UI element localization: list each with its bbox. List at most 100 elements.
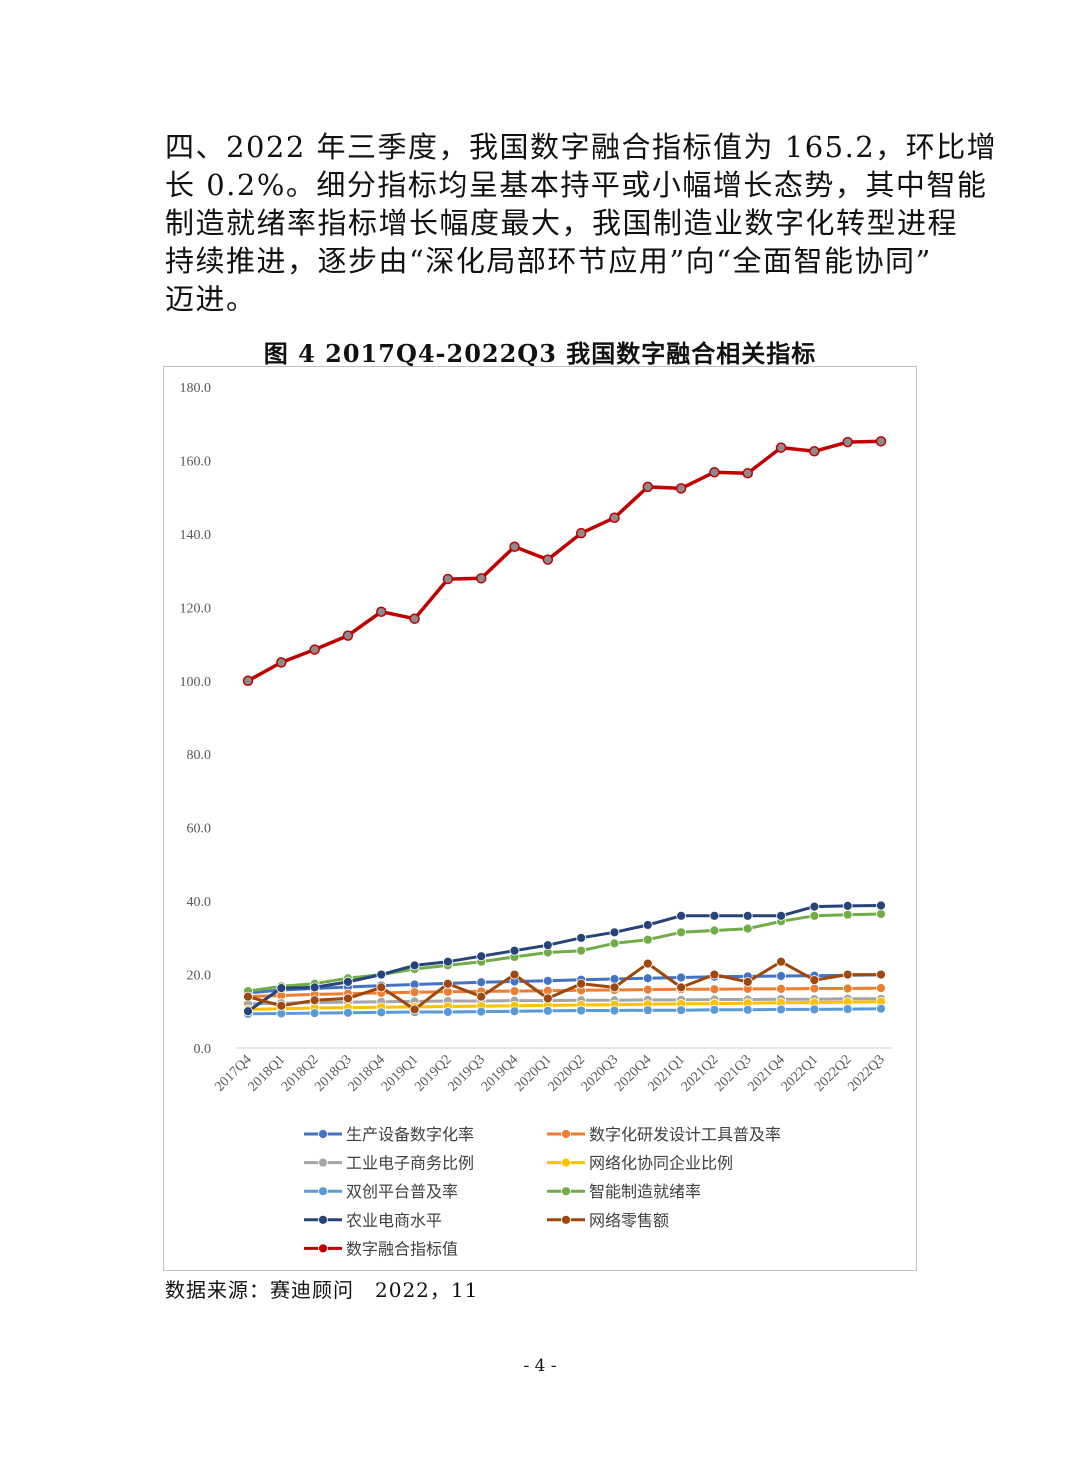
data-point <box>409 987 420 998</box>
x-tick-label: 2018Q4 <box>346 1052 389 1095</box>
series-line <box>247 973 882 995</box>
y-tick-label: 0.0 <box>194 1042 212 1057</box>
data-point <box>276 657 287 668</box>
legend-label: 网络化协同企业比例 <box>589 1154 733 1173</box>
data-point <box>709 910 720 921</box>
data-point <box>742 977 753 987</box>
chart-frame: 0.0 20.0 40.0 60.0 80.0 100.0 120.0 140.0 160.0 1… <box>163 366 917 1271</box>
data-point <box>742 923 753 934</box>
data-point <box>609 982 620 993</box>
data-point <box>476 951 487 962</box>
data-point <box>776 956 786 967</box>
legend-label: 生产设备数字化率 <box>346 1125 474 1144</box>
data-point <box>376 1007 387 1018</box>
data-point <box>576 1005 587 1016</box>
data-point <box>842 436 853 448</box>
series-line <box>247 960 881 1011</box>
data-point <box>809 901 820 912</box>
x-tick-label: 2020Q2 <box>545 1052 588 1095</box>
legend-swatch-marker <box>561 1186 571 1197</box>
y-tick-label: 100.0 <box>180 675 212 690</box>
legend-label: 数字融合指标值 <box>346 1239 458 1258</box>
data-point <box>676 910 687 921</box>
y-tick-label: 140.0 <box>180 528 212 543</box>
data-point <box>642 481 654 493</box>
x-tick-label: 2017Q4 <box>212 1052 255 1095</box>
data-point <box>809 1004 820 1015</box>
data-point <box>476 977 487 988</box>
data-point <box>243 1006 253 1017</box>
data-point <box>542 1006 553 1016</box>
data-point <box>542 940 553 951</box>
data-point <box>409 1004 420 1015</box>
data-point <box>309 644 320 655</box>
data-point <box>576 932 587 943</box>
data-point <box>842 1004 853 1014</box>
data-point <box>642 984 653 995</box>
data-point <box>343 1007 353 1018</box>
legend-swatch-marker <box>561 1129 571 1139</box>
y-tick-label: 40.0 <box>187 895 212 910</box>
data-source-note: 数据来源：赛迪顾问 2022，11 <box>165 1278 479 1302</box>
data-point <box>642 920 653 930</box>
body-paragraph: 四、2022 年三季度，我国数字融合指标值为 165.2，环比增 长 0.2%。… <box>165 128 996 318</box>
data-point <box>609 938 620 949</box>
data-point <box>876 1003 886 1014</box>
y-tick-label: 120.0 <box>180 601 212 616</box>
data-point <box>876 909 886 919</box>
legend-label: 数字化研发设计工具普及率 <box>589 1125 781 1144</box>
legend-swatch-marker <box>318 1129 328 1139</box>
data-point <box>276 983 287 994</box>
y-tick-label: 20.0 <box>187 969 212 984</box>
legend-swatch-marker <box>318 1243 328 1254</box>
data-point <box>742 1004 753 1015</box>
page-number: - 4 - <box>523 1356 557 1376</box>
legend-label: 双创平台普及率 <box>346 1182 458 1201</box>
data-point <box>609 927 620 938</box>
data-point <box>876 983 886 994</box>
data-point <box>442 573 454 585</box>
y-tick-label: 180.0 <box>180 381 212 396</box>
data-point <box>376 606 387 617</box>
data-point <box>475 573 487 584</box>
data-point <box>309 982 320 993</box>
x-tick-label: 2020Q1 <box>512 1052 555 1095</box>
data-point <box>409 613 420 624</box>
data-point <box>609 512 620 523</box>
data-point <box>243 991 253 1002</box>
data-point <box>776 983 786 994</box>
data-point <box>842 983 853 994</box>
data-point <box>676 1005 687 1016</box>
data-point <box>809 446 820 457</box>
data-point <box>676 982 687 993</box>
data-point <box>343 977 353 987</box>
data-point <box>709 925 720 936</box>
paragraph-line: 持续推进，逐步由“深化局部环节应用”向“全面智能协同” <box>165 244 932 278</box>
data-point <box>742 468 753 479</box>
data-point <box>476 1006 487 1017</box>
data-point <box>642 958 653 969</box>
data-point <box>809 983 820 994</box>
legend-label: 农业电商水平 <box>346 1211 442 1230</box>
paragraph-line: 制造就绪率指标增长幅度最大，我国制造业数字化转型进程 <box>165 206 959 240</box>
data-point <box>476 991 487 1002</box>
data-point <box>642 934 653 945</box>
x-tick-label: 2020Q3 <box>579 1052 622 1095</box>
data-point <box>576 945 587 956</box>
data-point <box>776 910 786 921</box>
data-point <box>309 1008 320 1019</box>
data-point <box>442 1007 453 1017</box>
data-point <box>676 972 687 983</box>
x-tick-label: 2018Q2 <box>279 1052 322 1095</box>
data-point <box>709 969 720 980</box>
legend-swatch-marker <box>318 1186 328 1197</box>
data-point <box>642 973 653 984</box>
data-point <box>775 442 787 453</box>
data-point <box>875 436 887 447</box>
data-point <box>876 900 886 911</box>
data-point <box>809 910 820 921</box>
data-point <box>309 995 320 1006</box>
data-point <box>809 975 820 985</box>
paragraph-line: 迈进。 <box>165 282 257 316</box>
legend-label: 网络零售额 <box>589 1211 669 1230</box>
